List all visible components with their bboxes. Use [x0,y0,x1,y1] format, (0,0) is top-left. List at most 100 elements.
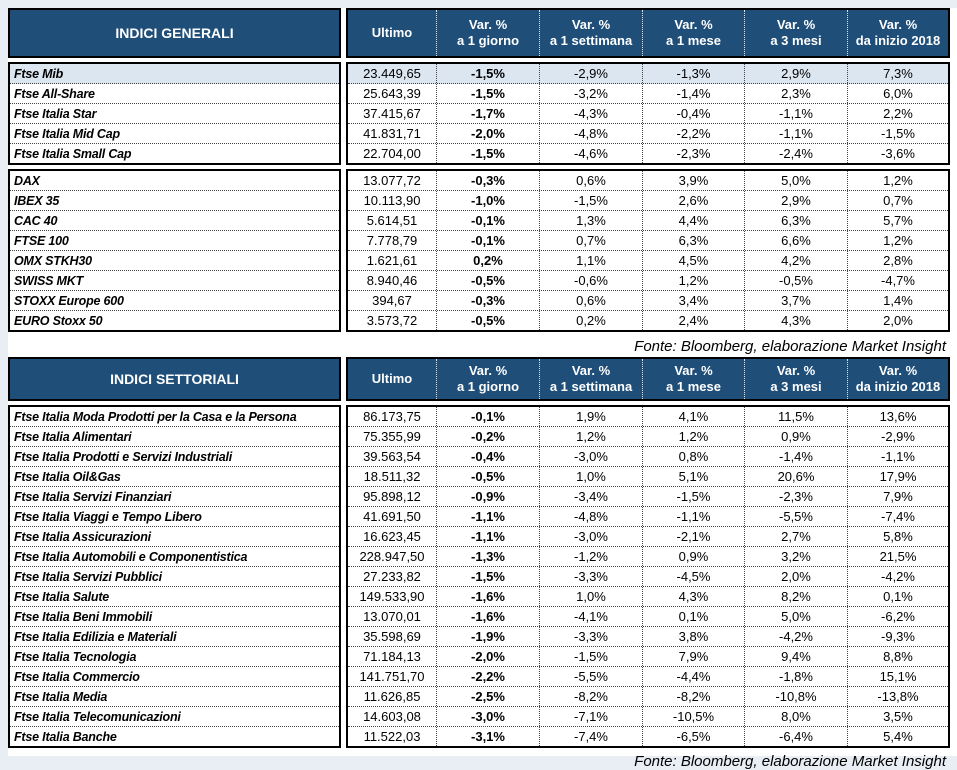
table-indici-generali: INDICI GENERALI Ultimo Var. % a 1 giorno Va… [8,8,957,357]
col-header-ultimo-label: Ultimo [371,25,413,40]
cell-var-2: -1,5% [539,647,642,666]
cell-ultimo: 22.704,00 [363,146,421,161]
cell-var-4: 6,6% [744,231,847,250]
index-name: Ftse Italia Star [10,104,339,124]
index-name: Ftse Italia Small Cap [14,146,132,161]
index-name: Ftse Italia Mid Cap [10,124,339,144]
table-row: 75.355,99 -0,2% 1,2% 1,2% 0,9% -2,9% [348,427,948,447]
cell-var-4: 5,0% [744,171,847,190]
cell-ultimo: 25.643,39 [363,86,421,101]
cell-var-1: -2,0% [436,647,539,666]
cell-var-2: -7,4% [539,727,642,746]
cell-var-2: -4,1% [539,607,642,626]
col-header-line2: a 1 mese [666,379,721,394]
cell-var-5: 2,2% [847,104,948,123]
cell-var-5: 1,2% [847,171,948,190]
col-header-line1: Var. % [571,363,611,378]
cell-var-3: -1,1% [642,507,744,526]
table-row: 14.603,08 -3,0% -7,1% -10,5% 8,0% 3,5% [348,707,948,727]
index-name: CAC 40 [10,211,339,231]
cell-var-2: -4,6% [539,144,642,163]
cell-var-2: 1,0% [539,467,642,486]
cell-var-5: 5,7% [847,211,948,230]
cell-var-1: -0,3% [436,291,539,310]
table-row: 41.691,50 -1,1% -4,8% -1,1% -5,5% -7,4% [348,507,948,527]
cell-var-4: -5,5% [744,507,847,526]
col-header-line2: da inizio 2018 [855,33,941,48]
index-name: Ftse Italia Automobili e Componentistica [10,547,339,567]
cell-var-3: 4,3% [642,587,744,606]
table-row: 71.184,13 -2,0% -1,5% 7,9% 9,4% 8,8% [348,647,948,667]
table-row: 13.077,72 -0,3% 0,6% 3,9% 5,0% 1,2% [348,171,948,191]
cell-var-3: 7,9% [642,647,744,666]
cell-ultimo: 141.751,70 [359,669,425,684]
cell-var-3: -2,3% [642,144,744,163]
cell-var-1: -3,0% [436,707,539,726]
cell-var-2: -5,5% [539,667,642,686]
cell-ultimo: 3.573,72 [366,313,418,328]
cell-var-1: -1,7% [436,104,539,123]
cell-var-3: -4,5% [642,567,744,586]
column-headers: Ultimo Var. % a 1 giorno Var. % a 1 settiman… [346,357,950,401]
col-header-line1: Var. % [468,17,508,32]
col-header-line1: Var. % [878,363,918,378]
index-name: STOXX Europe 600 [10,291,339,311]
index-group: Ftse Mib Ftse All-Share Ftse Italia Star Ft… [8,62,957,165]
index-data-block: 86.173,75 -0,1% 1,9% 4,1% 11,5% 13,6% 75.355,9… [346,405,950,748]
cell-ultimo: 228.947,50 [359,549,425,564]
cell-var-4: 5,0% [744,607,847,626]
table-row: 10.113,90 -1,0% -1,5% 2,6% 2,9% 0,7% [348,191,948,211]
cell-var-2: -3,3% [539,627,642,646]
table-row: 86.173,75 -0,1% 1,9% 4,1% 11,5% 13,6% [348,407,948,427]
cell-var-3: 3,8% [642,627,744,646]
cell-var-5: 17,9% [847,467,948,486]
cell-var-2: 0,6% [539,171,642,190]
col-header-line2: a 1 mese [666,33,721,48]
cell-ultimo: 10.113,90 [363,193,421,208]
cell-ultimo: 14.603,08 [363,709,421,724]
cell-var-2: -3,0% [539,447,642,466]
cell-var-1: -1,5% [436,84,539,103]
cell-var-4: 2,9% [744,64,847,83]
cell-var-4: -6,4% [744,727,847,746]
cell-var-4: 2,9% [744,191,847,210]
cell-var-5: 7,9% [847,487,948,506]
index-name: Ftse Italia Oil&Gas [10,467,339,487]
cell-var-2: 1,9% [539,407,642,426]
source-note: Fonte: Bloomberg, elaborazione Market In… [634,753,946,770]
table-row: 18.511,32 -0,5% 1,0% 5,1% 20,6% 17,9% [348,467,948,487]
col-header-var-4: Var. % a 3 mesi [744,359,847,399]
table-title: INDICI SETTORIALI [8,357,341,401]
cell-var-1: -0,1% [436,211,539,230]
cell-var-3: 3,9% [642,171,744,190]
cell-var-4: -1,1% [744,124,847,143]
col-header-line1: Var. % [674,17,713,32]
cell-var-4: 20,6% [744,467,847,486]
col-header-line2: a 1 settimana [549,379,633,394]
index-name: Ftse Italia Viaggi e Tempo Libero [10,507,339,527]
index-name: Ftse Italia Assicurazioni [10,527,339,547]
cell-var-3: 5,1% [642,467,744,486]
col-header-var-1: Var. % a 1 giorno [436,359,539,399]
cell-var-4: 9,4% [744,647,847,666]
cell-var-1: -0,5% [436,311,539,330]
cell-var-3: -6,5% [642,727,744,746]
index-name: Ftse Mib [10,64,339,84]
index-name: DAX [10,171,339,191]
col-header-line1: Var. % [468,363,508,378]
cell-var-5: -6,2% [847,607,948,626]
index-name-block: Ftse Italia Moda Prodotti per la Casa e … [8,405,341,748]
col-header-var-2: Var. % a 1 settimana [539,10,642,56]
cell-ultimo: 11.522,03 [363,729,421,744]
col-header-ultimo: Ultimo [348,359,436,399]
cell-var-4: 8,2% [744,587,847,606]
cell-var-4: 3,7% [744,291,847,310]
table-row: 1.621,61 0,2% 1,1% 4,5% 4,2% 2,8% [348,251,948,271]
cell-ultimo: 23.449,65 [363,66,421,81]
cell-var-1: -1,9% [436,627,539,646]
table-row: 5.614,51 -0,1% 1,3% 4,4% 6,3% 5,7% [348,211,948,231]
cell-var-5: -9,3% [847,627,948,646]
table-row: 95.898,12 -0,9% -3,4% -1,5% -2,3% 7,9% [348,487,948,507]
cell-ultimo: 8.940,46 [366,273,418,288]
cell-var-1: -2,0% [436,124,539,143]
